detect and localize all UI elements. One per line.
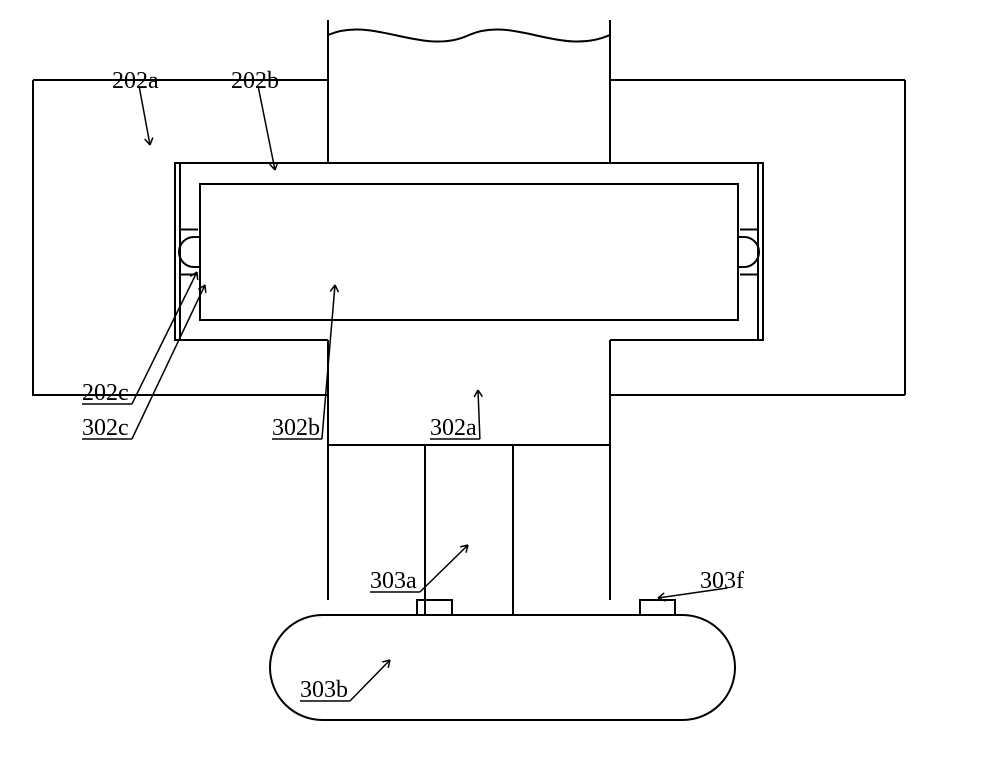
leader: [139, 88, 150, 145]
label-302c: 302c: [82, 415, 129, 441]
capsule-303b: [270, 615, 735, 720]
lug-right: [738, 237, 759, 267]
label-202c: 202c: [82, 380, 129, 406]
leader: [350, 660, 390, 701]
leader: [478, 390, 480, 439]
leader: [258, 88, 275, 170]
label-202b: 202b: [231, 68, 279, 94]
label-302b: 302b: [272, 415, 320, 441]
foot-left: [417, 600, 452, 615]
plate-302b: [200, 184, 738, 320]
label-303b: 303b: [300, 677, 348, 703]
leader: [132, 272, 197, 404]
leader: [420, 545, 468, 592]
label-303a: 303a: [370, 568, 417, 594]
label-303f: 303f: [700, 568, 744, 594]
lug-left: [179, 237, 200, 267]
foot-right: [640, 600, 675, 615]
leader: [132, 285, 205, 439]
label-202a: 202a: [112, 68, 159, 94]
label-302a: 302a: [430, 415, 477, 441]
break-line: [328, 29, 610, 41]
